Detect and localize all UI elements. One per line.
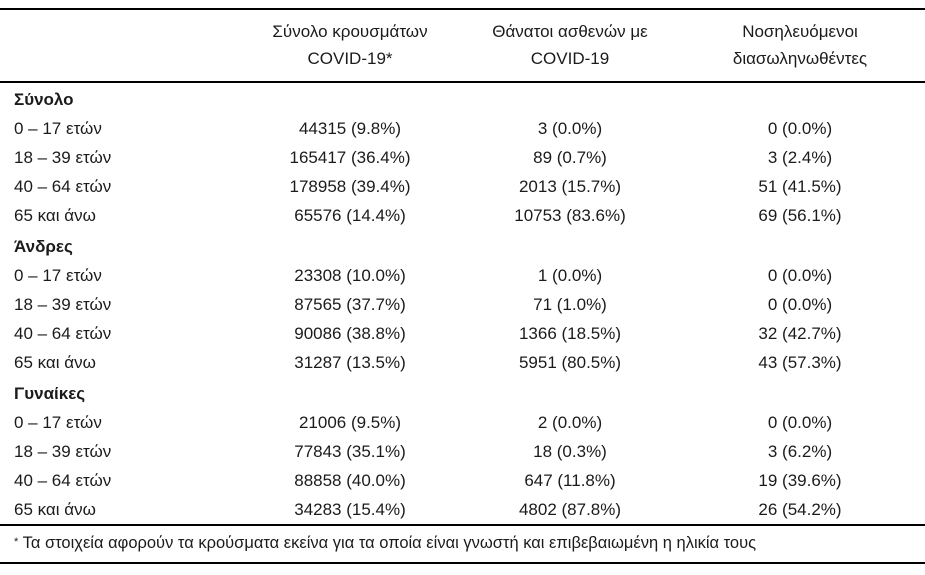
col-header-intubated: Νοσηλευόμενοι διασωληνωθέντες: [675, 9, 925, 83]
row-label: 40 – 64 ετών: [14, 324, 112, 343]
section-row-women: Γυναίκες: [0, 377, 925, 408]
deaths-cell: 10753 (83.6%): [514, 206, 626, 225]
footnote: * Τα στοιχεία αφορούν τα κρούσματα εκείν…: [0, 526, 925, 564]
row-label: 40 – 64 ετών: [14, 471, 112, 490]
deaths-cell: 1366 (18.5%): [518, 324, 622, 343]
cases-cell: 77843 (35.1%): [294, 442, 406, 461]
table-row: 0 – 17 ετών 21006 (9.5%) 2 (0.0%) 0 (0.0…: [0, 408, 925, 437]
table-row: 0 – 17 ετών 23308 (10.0%) 1 (0.0%) 0 (0.…: [0, 261, 925, 290]
table-row: 18 – 39 ετών 77843 (35.1%) 18 (0.3%) 3 (…: [0, 437, 925, 466]
row-label: 0 – 17 ετών: [14, 119, 102, 138]
cases-cell: 165417 (36.4%): [289, 148, 411, 167]
section-row-total: Σύνολο: [0, 82, 925, 114]
intubated-cell: 0 (0.0%): [767, 295, 833, 314]
section-title: Σύνολο: [14, 90, 74, 109]
deaths-cell: 647 (11.8%): [524, 471, 616, 490]
intubated-cell: 32 (42.7%): [758, 324, 842, 343]
header-row: Σύνολο κρουσμάτων COVID-19* Θάνατοι ασθε…: [0, 9, 925, 83]
row-label: 65 και άνω: [14, 206, 96, 225]
cases-cell: 34283 (15.4%): [294, 500, 406, 519]
covid-age-table: Σύνολο κρουσμάτων COVID-19* Θάνατοι ασθε…: [0, 8, 925, 526]
cases-cell: 65576 (14.4%): [294, 206, 406, 225]
intubated-cell: 0 (0.0%): [767, 266, 833, 285]
section-row-men: Άνδρες: [0, 230, 925, 261]
cases-cell: 23308 (10.0%): [294, 266, 406, 285]
deaths-cell: 4802 (87.8%): [518, 500, 622, 519]
intubated-cell: 69 (56.1%): [758, 206, 842, 225]
deaths-cell: 89 (0.7%): [533, 148, 607, 167]
col-header-deaths-line2: COVID-19: [530, 49, 610, 68]
table-row: 65 και άνω 65576 (14.4%) 10753 (83.6%) 6…: [0, 201, 925, 230]
table-row: 0 – 17 ετών 44315 (9.8%) 3 (0.0%) 0 (0.0…: [0, 114, 925, 143]
footnote-marker: *: [14, 536, 19, 548]
row-label: 65 και άνω: [14, 353, 96, 372]
intubated-cell: 3 (6.2%): [767, 442, 833, 461]
col-header-cases-line1: Σύνολο κρουσμάτων: [272, 22, 428, 41]
intubated-cell: 0 (0.0%): [767, 413, 833, 432]
deaths-cell: 71 (1.0%): [533, 295, 607, 314]
table-row: 65 και άνω 34283 (15.4%) 4802 (87.8%) 26…: [0, 495, 925, 525]
row-label: 18 – 39 ετών: [14, 295, 112, 314]
cases-cell: 21006 (9.5%): [298, 413, 402, 432]
row-label: 18 – 39 ετών: [14, 442, 112, 461]
col-header-intubated-line1: Νοσηλευόμενοι: [742, 22, 858, 41]
row-label: 40 – 64 ετών: [14, 177, 112, 196]
cases-cell: 178958 (39.4%): [289, 177, 411, 196]
deaths-cell: 1 (0.0%): [537, 266, 603, 285]
cases-cell: 90086 (38.8%): [294, 324, 406, 343]
col-header-deaths-line1: Θάνατοι ασθενών με: [492, 22, 648, 41]
deaths-cell: 3 (0.0%): [537, 119, 603, 138]
section-title: Γυναίκες: [14, 384, 86, 403]
deaths-cell: 5951 (80.5%): [518, 353, 622, 372]
section-title: Άνδρες: [14, 237, 73, 256]
table-row: 18 – 39 ετών 87565 (37.7%) 71 (1.0%) 0 (…: [0, 290, 925, 319]
intubated-cell: 19 (39.6%): [758, 471, 842, 490]
col-header-cases: Σύνολο κρουσμάτων COVID-19*: [235, 9, 465, 83]
cases-cell: 31287 (13.5%): [294, 353, 406, 372]
deaths-cell: 2 (0.0%): [537, 413, 603, 432]
intubated-cell: 26 (54.2%): [758, 500, 842, 519]
table-row: 40 – 64 ετών 90086 (38.8%) 1366 (18.5%) …: [0, 319, 925, 348]
intubated-cell: 43 (57.3%): [758, 353, 842, 372]
intubated-cell: 51 (41.5%): [758, 177, 842, 196]
deaths-cell: 18 (0.3%): [533, 442, 607, 461]
row-label: 0 – 17 ετών: [14, 413, 102, 432]
row-label: 18 – 39 ετών: [14, 148, 112, 167]
row-label: 65 και άνω: [14, 500, 96, 519]
col-header-intubated-line2: διασωληνωθέντες: [732, 49, 868, 68]
cases-cell: 87565 (37.7%): [294, 295, 406, 314]
cases-cell: 44315 (9.8%): [298, 119, 402, 138]
intubated-cell: 0 (0.0%): [767, 119, 833, 138]
cases-cell: 88858 (40.0%): [294, 471, 406, 490]
table-row: 40 – 64 ετών 88858 (40.0%) 647 (11.8%) 1…: [0, 466, 925, 495]
intubated-cell: 3 (2.4%): [767, 148, 833, 167]
row-label: 0 – 17 ετών: [14, 266, 102, 285]
table-row: 18 – 39 ετών 165417 (36.4%) 89 (0.7%) 3 …: [0, 143, 925, 172]
col-header-deaths: Θάνατοι ασθενών με COVID-19: [465, 9, 675, 83]
header-empty-cell: [0, 9, 235, 83]
deaths-cell: 2013 (15.7%): [518, 177, 622, 196]
col-header-cases-line2: COVID-19*: [307, 49, 393, 68]
table-row: 40 – 64 ετών 178958 (39.4%) 2013 (15.7%)…: [0, 172, 925, 201]
table-row: 65 και άνω 31287 (13.5%) 5951 (80.5%) 43…: [0, 348, 925, 377]
footnote-text: Τα στοιχεία αφορούν τα κρούσματα εκείνα …: [22, 534, 757, 552]
